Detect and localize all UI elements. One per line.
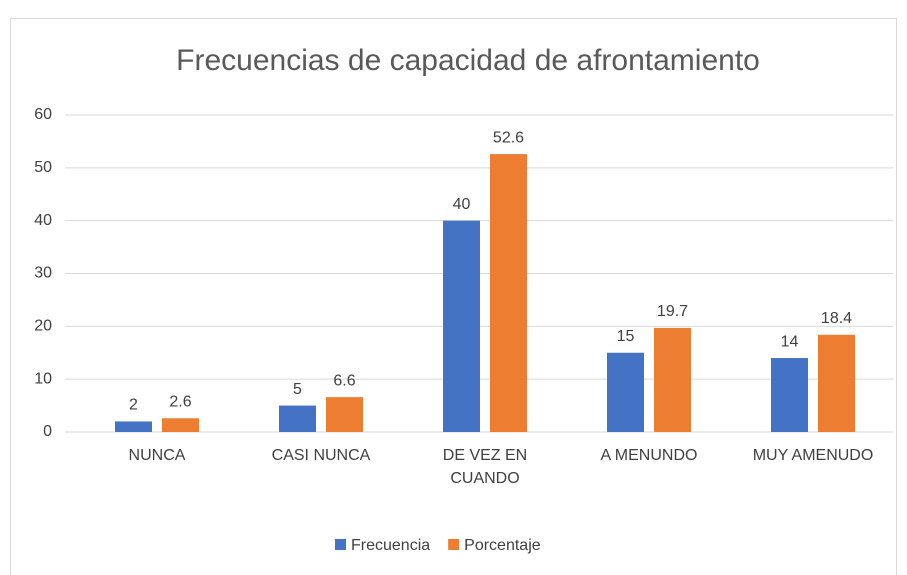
y-tick-label: 30 [34,265,52,282]
x-tick-label: NUNCA [128,447,186,464]
y-tick-label: 20 [34,318,52,335]
data-label: 15 [617,328,635,345]
legend-swatch [335,539,346,550]
bar [771,358,808,432]
data-label: 6.6 [333,372,355,389]
bar [607,352,644,432]
y-tick-label: 0 [43,423,52,440]
x-tick-label: CASI NUNCA [271,447,371,464]
bar [818,334,855,432]
chart-title: Frecuencias de capacidad de afrontamient… [176,44,760,77]
bar [490,154,527,432]
y-tick-label: 40 [34,212,52,229]
legend-swatch [448,539,460,550]
data-label: 19.7 [657,303,688,320]
bar [115,421,152,432]
x-tick-label: MUY AMENUDO [752,447,874,464]
bar [279,405,316,432]
x-tick-label: A MENUNDO [600,447,698,464]
y-tick-label: 60 [34,106,52,123]
bar [654,327,691,432]
legend-label: Frecuencia [351,537,430,554]
data-label: 2.6 [169,393,191,410]
bar [326,397,363,432]
x-tick-label: DE VEZ EN CUANDO [442,447,528,487]
bar [443,220,480,432]
y-tick-label: 50 [34,159,52,176]
data-label: 2 [129,397,138,414]
data-label: 18.4 [821,310,852,327]
bar [162,418,199,432]
data-label: 40 [453,196,471,213]
legend-label: Porcentaje [464,537,541,554]
data-label: 14 [781,333,799,350]
data-label: 5 [293,381,302,398]
y-tick-label: 10 [34,370,52,387]
data-label: 52.6 [493,129,524,146]
